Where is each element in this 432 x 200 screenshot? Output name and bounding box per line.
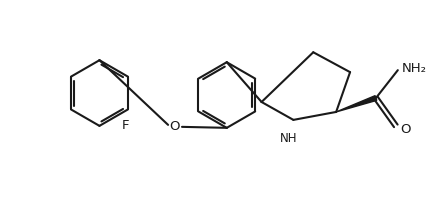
Text: O: O [169, 120, 179, 133]
Text: F: F [122, 119, 130, 132]
Polygon shape [336, 96, 377, 112]
Text: NH₂: NH₂ [402, 62, 427, 75]
Text: O: O [400, 123, 410, 136]
Text: NH: NH [280, 132, 297, 145]
